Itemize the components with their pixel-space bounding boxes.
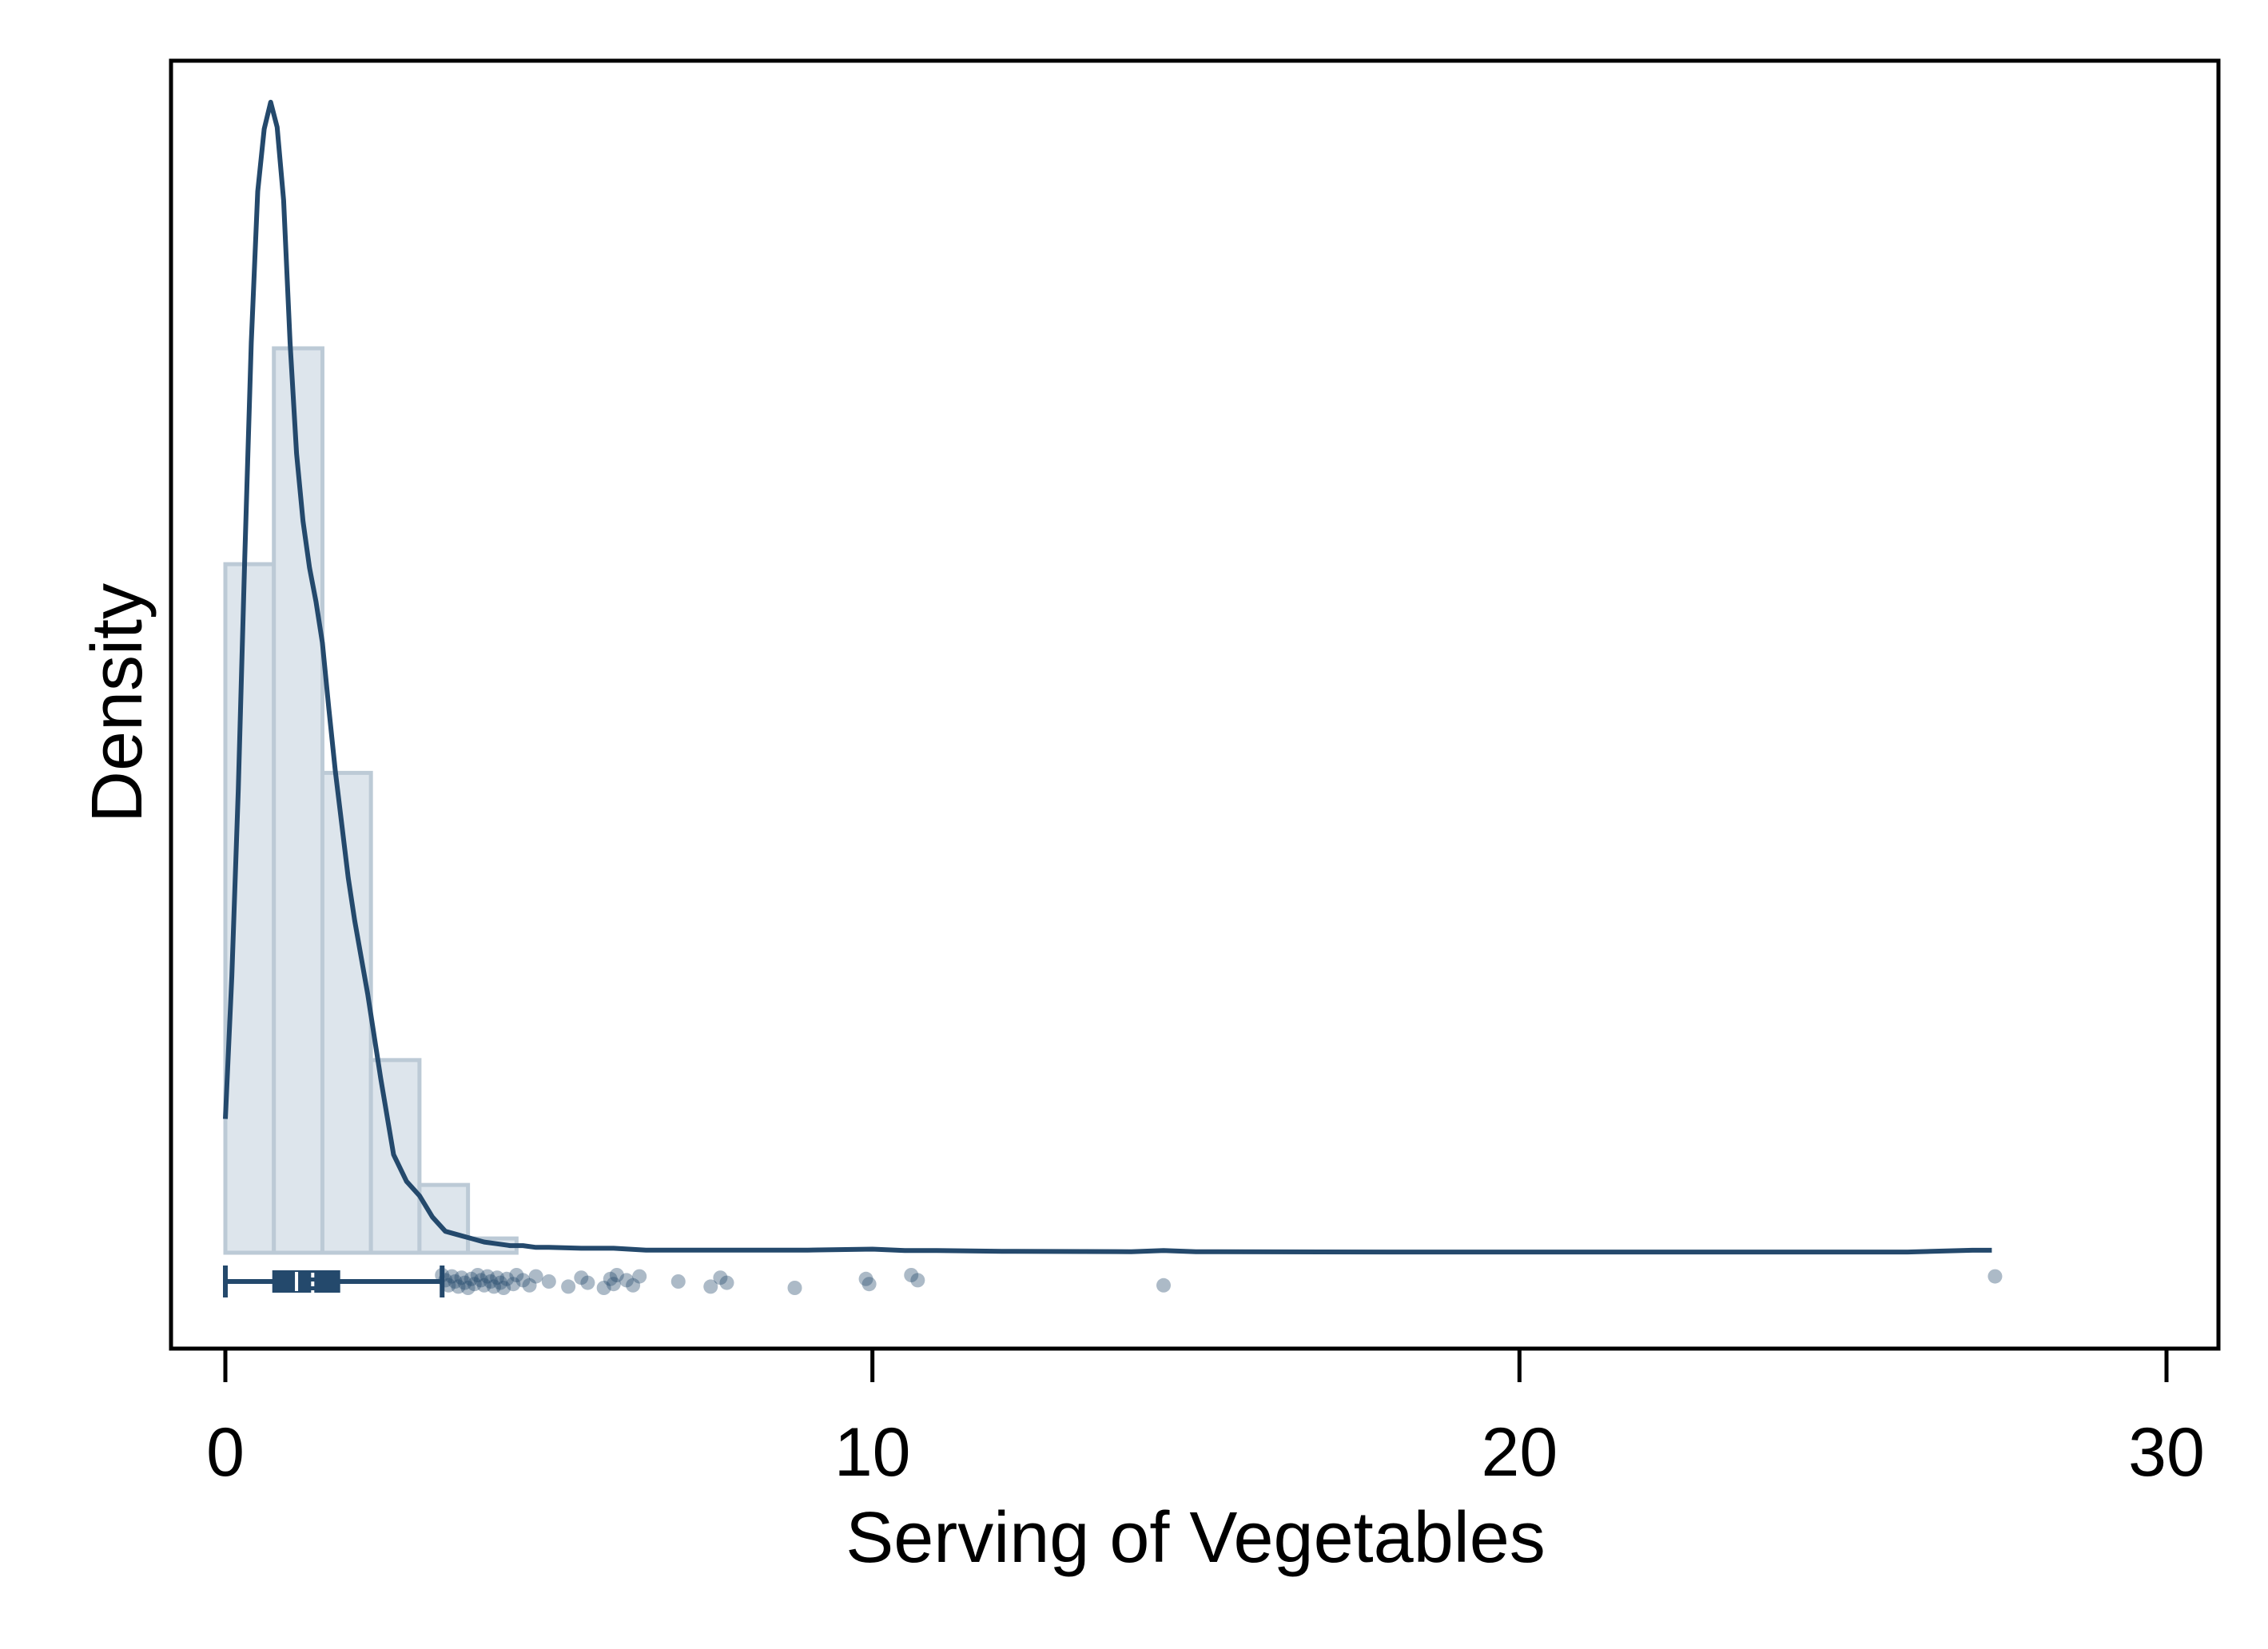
outlier-point [910, 1273, 925, 1288]
outlier-point [670, 1274, 686, 1289]
x-tick-label-10: 10 [834, 1414, 911, 1491]
outlier-point [606, 1277, 621, 1292]
outlier-point [632, 1269, 647, 1284]
outlier-point [858, 1271, 873, 1286]
outlier-point [438, 1273, 453, 1288]
outlier-point [528, 1269, 543, 1284]
outlier-point [435, 1268, 450, 1282]
outlier-point [541, 1274, 556, 1289]
x-tick-label-20: 20 [1481, 1414, 1558, 1491]
outlier-point [1156, 1277, 1172, 1293]
outlier-point [493, 1275, 508, 1290]
outlier-point [451, 1279, 466, 1294]
plot-frame [169, 58, 2221, 1351]
density-curve [223, 99, 1992, 1255]
outlier-point [464, 1271, 479, 1286]
outlier-point [496, 1281, 511, 1295]
histogram-bars [223, 346, 519, 1255]
outlier-point [703, 1279, 718, 1294]
outlier-point [1987, 1269, 2003, 1284]
outlier-point [626, 1277, 641, 1293]
outlier-point [515, 1273, 531, 1288]
histogram-bar-4 [417, 1182, 471, 1255]
outlier-point [483, 1274, 498, 1289]
outlier-point [561, 1279, 576, 1294]
outlier-point [448, 1274, 463, 1289]
outlier-point [487, 1279, 502, 1294]
outlier-point [904, 1268, 919, 1282]
y-axis-title: Density [78, 583, 157, 823]
outlier-point [619, 1273, 634, 1288]
outlier-point [522, 1277, 537, 1293]
outlier-point [476, 1277, 491, 1293]
outlier-point [787, 1281, 802, 1295]
boxplot-iqr-box [272, 1270, 340, 1293]
outlier-point [506, 1277, 521, 1292]
outlier-point [574, 1270, 589, 1285]
boxplot [223, 1264, 445, 1299]
outlier-point [603, 1271, 618, 1286]
outlier-point [444, 1269, 460, 1284]
outlier-point [490, 1270, 505, 1285]
outlier-point [441, 1277, 456, 1293]
outlier-point [596, 1281, 611, 1295]
outlier-point [454, 1270, 469, 1285]
outlier-point [719, 1275, 734, 1290]
kde-line [223, 99, 1992, 1255]
x-axis-ticks: 0 10 20 30 [206, 1349, 2205, 1491]
outlier-point [460, 1281, 475, 1295]
outlier-point [470, 1268, 485, 1282]
outlier-point [473, 1273, 488, 1288]
outlier-point [499, 1271, 515, 1286]
outlier-point [580, 1275, 595, 1290]
histogram-bar-1 [272, 346, 324, 1255]
x-axis-title: Serving of Vegetables [846, 1498, 1546, 1578]
outlier-point [457, 1275, 472, 1290]
outlier-point [861, 1277, 877, 1292]
x-tick-label-0: 0 [206, 1414, 245, 1491]
histogram-bar-2 [320, 770, 373, 1255]
x-tick-label-30: 30 [2128, 1414, 2205, 1491]
outlier-point [713, 1270, 728, 1285]
outlier-point [509, 1268, 524, 1282]
outlier-point [609, 1268, 624, 1282]
outlier-point [467, 1277, 482, 1292]
outlier-point [479, 1269, 495, 1284]
outlier-points [435, 1268, 2003, 1295]
